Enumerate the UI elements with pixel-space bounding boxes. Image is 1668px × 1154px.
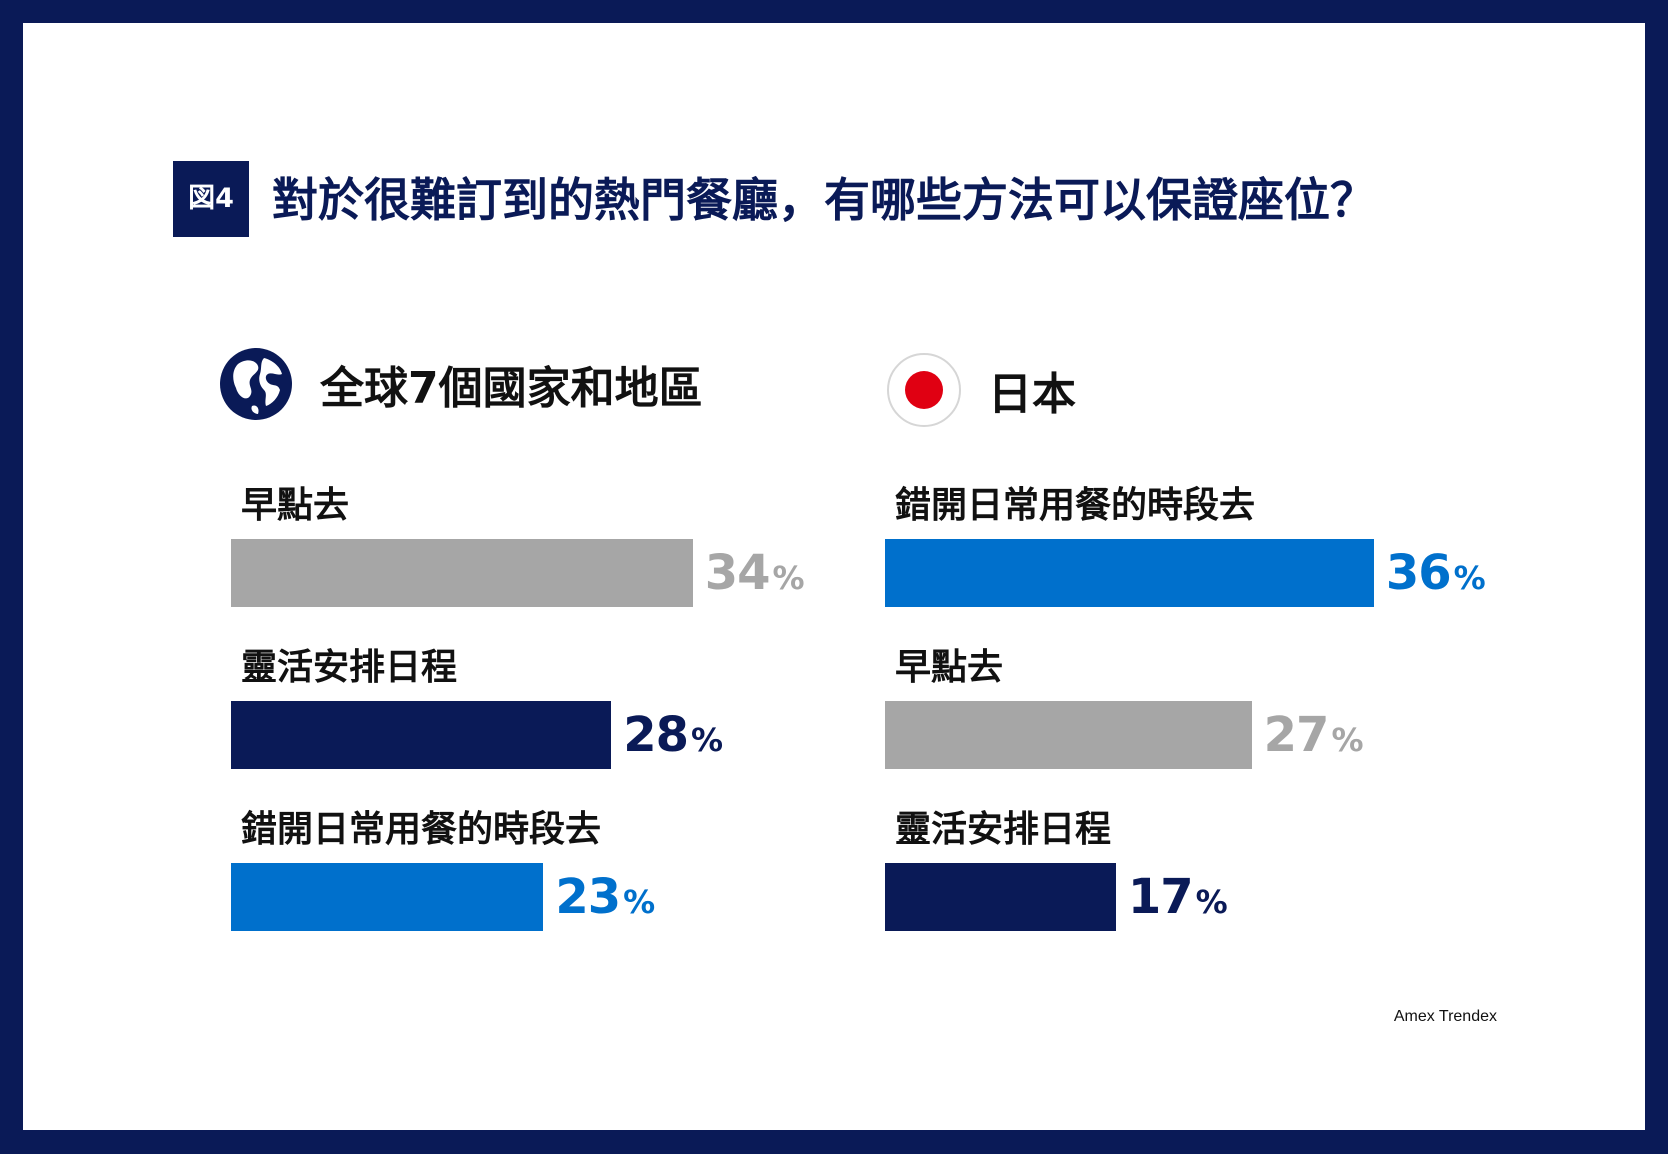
bar-global-flexible [231, 701, 612, 769]
value-label: 27% [1263, 707, 1364, 763]
bar-japan-early [885, 701, 1252, 769]
value-label: 23% [555, 869, 656, 925]
japan-flag-icon [887, 353, 961, 427]
bar-global-offpeak [231, 863, 544, 931]
chart-title: 對於很難訂到的熱門餐廳，有哪些方法可以保證座位？ [272, 173, 1376, 227]
category-label: 靈活安排日程 [241, 647, 458, 688]
value-label: 36% [1385, 545, 1486, 601]
category-label: 早點去 [895, 647, 1004, 688]
japan-panel-title: 日本 [988, 369, 1076, 420]
source-note: Amex Trendex [1393, 1008, 1497, 1025]
value-label: 17% [1127, 869, 1228, 925]
category-label: 錯開日常用餐的時段去 [895, 485, 1256, 526]
global-panel-title: 全球7個國家和地區 [320, 363, 703, 414]
category-label: 靈活安排日程 [895, 809, 1112, 850]
bar-japan-offpeak [885, 539, 1374, 607]
value-label: 28% [623, 707, 724, 763]
global-panel-header: 全球7個國家和地區 [216, 344, 703, 424]
bar-japan-flexible [885, 863, 1116, 931]
figure-number-badge: 図4 [173, 161, 249, 237]
bar-global-early [231, 539, 693, 607]
value-label: 34% [704, 545, 805, 601]
globe-icon [220, 348, 292, 420]
japan-panel-header: 日本 [884, 350, 1076, 430]
category-label: 錯開日常用餐的時段去 [241, 809, 602, 850]
category-label: 早點去 [241, 485, 350, 526]
